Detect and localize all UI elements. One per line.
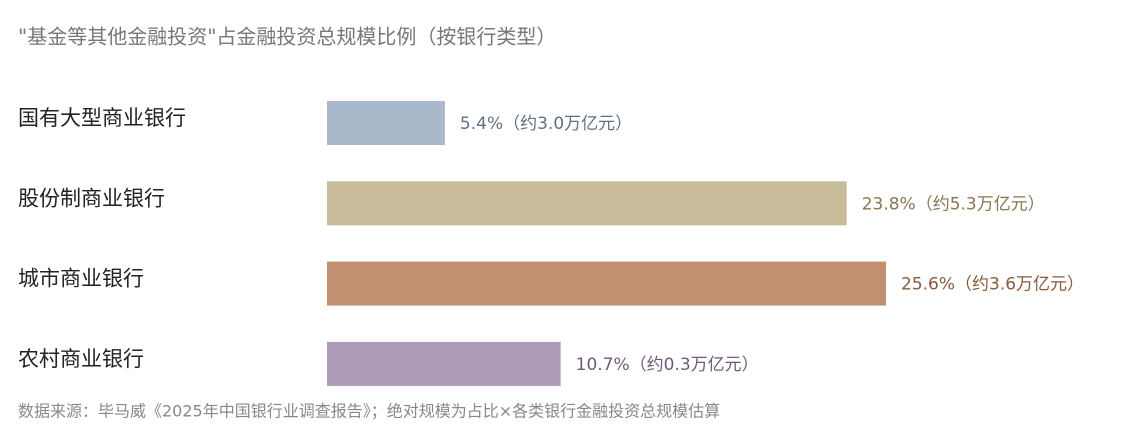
category-label: 城市商业银行 [18,267,144,291]
chart-title: "基金等其他金融投资"占金融投资总规模比例（按银行类型） [18,25,556,49]
bar [327,101,445,145]
source-note: 数据来源：毕马威《2025年中国银行业调查报告》；绝对规模为占比×各类银行金融投… [18,402,720,421]
category-label: 国有大型商业银行 [18,106,186,130]
category-label: 农村商业银行 [18,347,144,371]
category-label: 股份制商业银行 [18,186,165,210]
value-label: 10.7%（约0.3万亿元） [576,355,759,375]
bar [327,181,847,226]
bar [327,341,561,386]
value-label: 25.6%（约3.6万亿元） [901,275,1084,295]
value-label: 23.8%（约5.3万亿元） [862,194,1045,214]
value-label: 5.4%（约3.0万亿元） [460,114,632,134]
bar [327,261,886,306]
